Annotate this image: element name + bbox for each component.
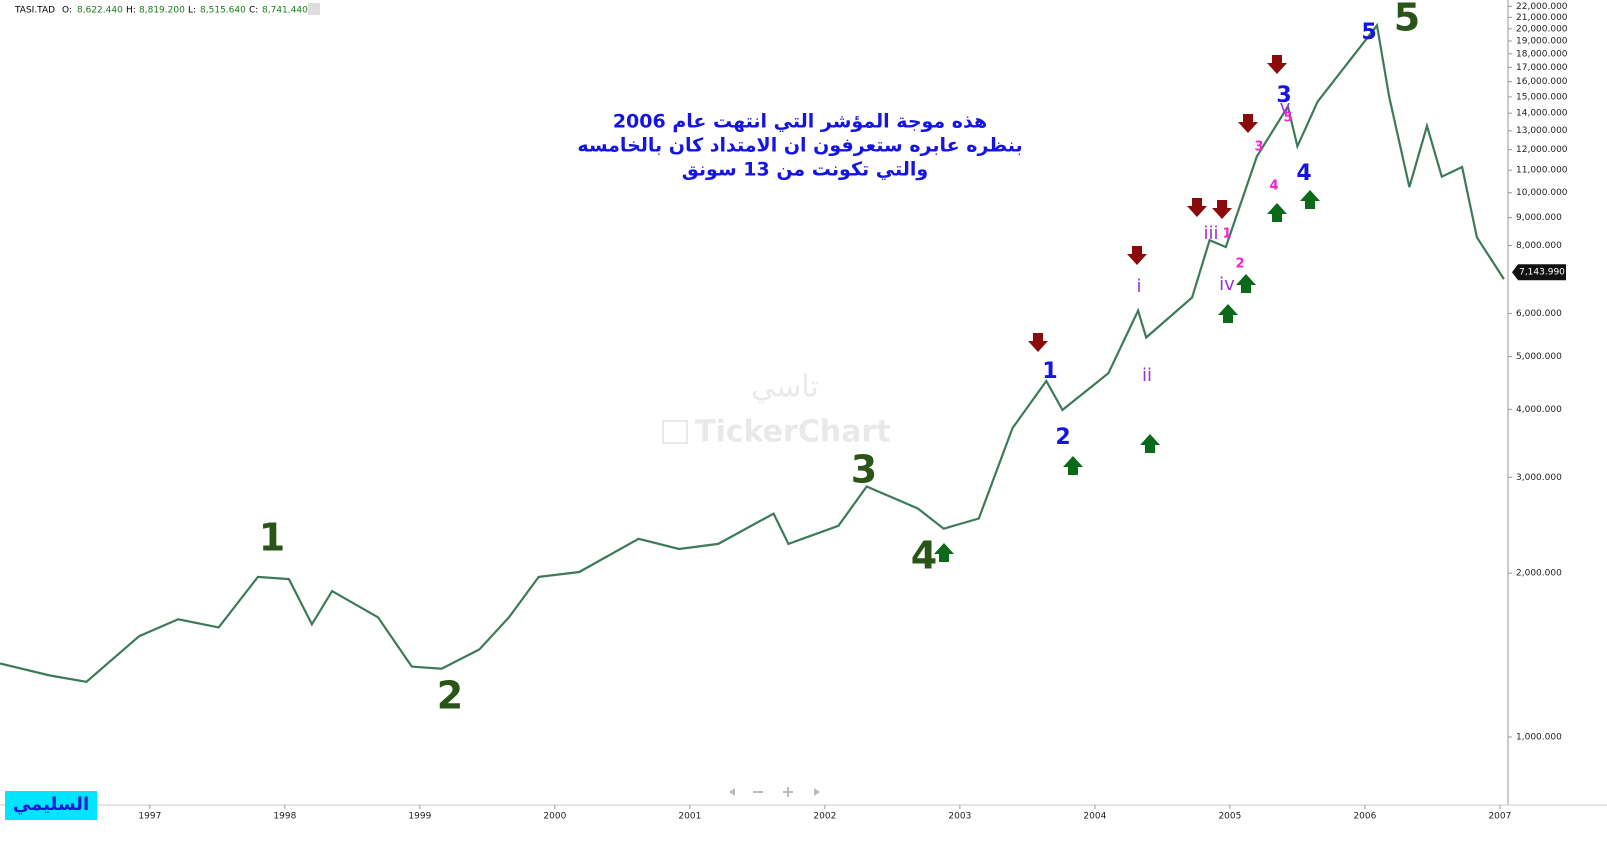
x-tick-label: 2004	[1083, 812, 1106, 822]
wave-label: ii	[1142, 365, 1152, 386]
y-tick-label: 15,000.000	[1516, 92, 1568, 102]
x-tick-label: 2005	[1218, 812, 1241, 822]
x-tick-label: 1999	[408, 812, 431, 822]
y-tick-label: 3,000.000	[1516, 473, 1562, 483]
up-arrow	[1236, 274, 1256, 293]
wave-label: 5	[1361, 20, 1376, 45]
last-price-label: 7,143.990	[1519, 268, 1565, 278]
wave-label: v	[1280, 97, 1291, 118]
down-arrow	[1127, 246, 1147, 265]
y-tick-label: 11,000.000	[1516, 166, 1568, 176]
wave-label: 3	[851, 448, 877, 492]
y-tick-label: 20,000.000	[1516, 24, 1568, 34]
nav-zoom-out[interactable]	[753, 791, 763, 793]
y-tick-label: 8,000.000	[1516, 241, 1562, 251]
author: السليمي	[13, 794, 89, 815]
up-arrow	[1140, 434, 1160, 453]
ohlc-value: 8,622.440	[77, 6, 123, 16]
y-tick-label: 12,000.000	[1516, 145, 1568, 155]
up-arrow	[934, 543, 954, 562]
wave-label: 5	[1394, 0, 1420, 40]
x-tick-label: 2003	[948, 812, 971, 822]
ohlc-name: O:	[62, 6, 72, 16]
menu-button[interactable]	[308, 3, 320, 15]
x-tick-label: 2006	[1353, 812, 1376, 822]
down-arrow	[1187, 198, 1207, 217]
wave-label: 4	[1296, 161, 1311, 186]
up-arrow	[1300, 190, 1320, 209]
y-tick-label: 18,000.000	[1516, 49, 1568, 59]
wave-label: 1	[259, 516, 285, 560]
down-arrow	[1028, 333, 1048, 352]
wave-label: iii	[1203, 223, 1218, 244]
wave-label: 1	[1222, 227, 1231, 242]
down-arrow	[1238, 114, 1258, 133]
y-tick-label: 9,000.000	[1516, 213, 1562, 223]
y-tick-label: 13,000.000	[1516, 126, 1568, 136]
ohlc-value: 8,819.200	[139, 6, 185, 16]
wave-label: 2	[1235, 257, 1244, 272]
wave-label: 3	[1276, 83, 1291, 108]
symbol: TASI.TAD	[14, 6, 55, 16]
y-tick-label: 21,000.000	[1516, 13, 1568, 23]
wave-label: 4	[1269, 179, 1278, 194]
y-tick-label: 5,000.000	[1516, 352, 1562, 362]
wave-label: 2	[437, 674, 463, 718]
wave-label: 5	[1283, 111, 1292, 126]
down-arrow	[1267, 55, 1287, 74]
watermark: تاسي TickerChart	[662, 370, 891, 450]
nav-right[interactable]	[814, 788, 820, 796]
y-tick-label: 22,000.000	[1516, 2, 1568, 12]
up-arrow	[1267, 203, 1287, 222]
y-tick-label: 19,000.000	[1516, 37, 1568, 47]
up-arrow	[1218, 304, 1238, 323]
y-tick-label: 6,000.000	[1516, 309, 1562, 319]
ohlc-value: 8,515.640	[200, 6, 246, 16]
header: TASI.TAD O: 8,622.440 H: 8,819.200 L: 8,…	[14, 3, 320, 16]
note-line: هذه موجة المؤشر التي انتهت عام 2006	[613, 111, 987, 133]
y-tick-label: 4,000.000	[1516, 405, 1562, 415]
x-tick-label: 2000	[543, 812, 566, 822]
wave-label: i	[1136, 276, 1141, 297]
watermark-text: TickerChart	[695, 415, 891, 450]
note: هذه موجة المؤشر التي انتهت عام 2006 بنظر…	[577, 111, 1022, 181]
y-tick-label: 16,000.000	[1516, 77, 1568, 87]
x-tick-label: 2002	[813, 812, 836, 822]
nav-left[interactable]	[729, 788, 735, 796]
note-line: والتي تكونت من 13 سونق	[682, 159, 928, 181]
y-tick-label: 2,000.000	[1516, 569, 1562, 579]
wave-label: iv	[1219, 274, 1235, 295]
x-tick-label: 2001	[678, 812, 701, 822]
ohlc-name: H:	[126, 6, 136, 16]
x-tick-label: 1997	[138, 812, 161, 822]
last-price-tag	[1512, 264, 1566, 281]
y-tick-label: 14,000.000	[1516, 109, 1568, 119]
watermark-arabic: تاسي	[751, 370, 819, 405]
ohlc-name: L:	[188, 6, 196, 16]
wave-label: 4	[911, 534, 937, 578]
nav-zoom-in-bar	[787, 787, 789, 797]
note-line: بنظره عابره ستعرفون ان الامتداد كان بالخ…	[577, 135, 1022, 157]
down-arrow	[1212, 200, 1232, 219]
ohlc-value: 8,741.440	[262, 6, 308, 16]
watermark-icon	[662, 420, 688, 444]
y-tick-label: 10,000.000	[1516, 188, 1568, 198]
y-tick-label: 1,000.000	[1516, 732, 1562, 742]
wave-label: 2	[1055, 425, 1070, 450]
x-tick-label: 2007	[1488, 812, 1511, 822]
wave-label: 1	[1042, 359, 1057, 384]
y-tick-label: 17,000.000	[1516, 63, 1568, 73]
author-box	[5, 791, 97, 820]
ohlc-name: C:	[249, 6, 258, 16]
price-line	[0, 22, 1505, 683]
x-tick-label: 1998	[273, 812, 296, 822]
nav-controls	[729, 787, 820, 797]
wave-label: 3	[1254, 140, 1263, 155]
up-arrow	[1063, 456, 1083, 475]
